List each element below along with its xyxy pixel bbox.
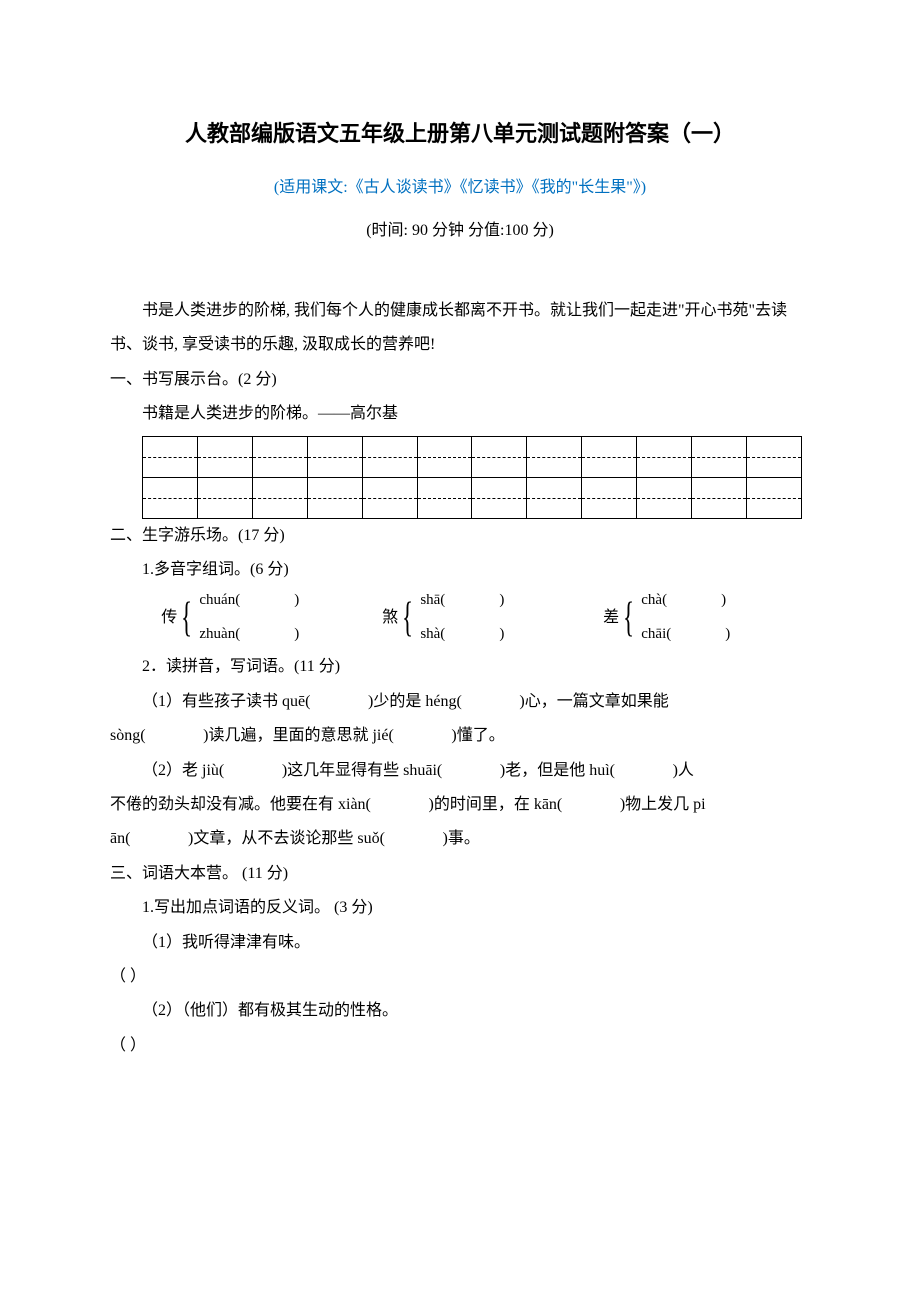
- intro-paragraph: 书是人类进步的阶梯, 我们每个人的健康成长都离不开书。就让我们一起走进"开心书苑…: [110, 294, 810, 363]
- text: )这几年显得有些 shuāi(: [282, 762, 442, 779]
- grid-row: [143, 436, 802, 477]
- q2-item-1-line-1: （1）有些孩子读书 quē( )少的是 héng( )心，一篇文章如果能: [110, 685, 810, 719]
- text: )的时间里，在 kān(: [428, 796, 562, 813]
- page: 人教部编版语文五年级上册第八单元测试题附答案（一） (适用课文:《古人谈读书》《…: [0, 0, 920, 1302]
- section-2-heading: 二、生字游乐场。(17 分): [110, 519, 810, 553]
- text: （1）有些孩子读书 quē(: [142, 693, 310, 710]
- poly-options: chuán() zhuàn(): [199, 591, 299, 644]
- text: )少的是 héng(: [368, 693, 462, 710]
- blank-paren-2: （ ）: [110, 1029, 810, 1063]
- text: )懂了。: [451, 727, 504, 744]
- poly-opt: chāi(): [641, 625, 730, 645]
- text: )老，但是他 huì(: [500, 762, 615, 779]
- text: sòng(: [110, 727, 146, 744]
- section-1-heading: 一、书写展示台。(2 分): [110, 363, 810, 397]
- text: 不倦的劲头却没有减。他要在有 xiàn(: [110, 796, 371, 813]
- writing-grid: [142, 436, 802, 519]
- poly-char: 煞: [382, 601, 398, 635]
- polyphone-set-1: 传 { chuán() zhuàn(): [161, 591, 368, 644]
- polyphone-set-2: 煞 { shā() shà(): [382, 591, 589, 644]
- text: )文章，从不去谈论那些 suǒ(: [188, 830, 385, 847]
- poly-pinyin: shā(: [420, 592, 445, 608]
- poly-opt: shà(): [420, 625, 504, 645]
- s3-q1-item-1: （1）我听得津津有味。: [110, 926, 810, 960]
- text: )读几遍，里面的意思就 jié(: [203, 727, 394, 744]
- section-3-heading: 三、词语大本营。 (11 分): [110, 857, 810, 891]
- polyphone-set-3: 差 { chà() chāi(): [603, 591, 810, 644]
- poly-options: shā() shà(): [420, 591, 504, 644]
- q2-item-2-line-3: ān( )文章，从不去谈论那些 suǒ( )事。: [110, 822, 810, 856]
- section-1-quote: 书籍是人类进步的阶梯。——高尔基: [110, 397, 810, 431]
- section-2-q1: 1.多音字组词。(6 分): [110, 553, 810, 587]
- brace-icon: {: [181, 597, 192, 639]
- poly-char: 差: [603, 601, 619, 635]
- poly-opt: chà(): [641, 591, 730, 611]
- poly-char: 传: [161, 601, 177, 635]
- text: )人: [673, 762, 694, 779]
- text: )心，一篇文章如果能: [519, 693, 668, 710]
- poly-pinyin: chuán(: [199, 592, 240, 608]
- section-2-q2: 2．读拼音，写词语。(11 分): [110, 650, 810, 684]
- text: ān(: [110, 830, 130, 847]
- blank-paren-1: （ ）: [110, 960, 810, 994]
- q2-item-1-line-2: sòng( )读几遍，里面的意思就 jié( )懂了。: [110, 719, 810, 753]
- writing-grid-wrap: [142, 436, 810, 519]
- s3-q1-item-2: （2）（他们）都有极其生动的性格。: [110, 994, 810, 1028]
- poly-pinyin: chāi(: [641, 626, 671, 642]
- poly-pinyin: chà(: [641, 592, 667, 608]
- poly-pinyin: zhuàn(: [199, 626, 240, 642]
- section-3-q1: 1.写出加点词语的反义词。 (3 分): [110, 891, 810, 925]
- grid-row: [143, 477, 802, 518]
- timing-line: (时间: 90 分钟 分值:100 分): [110, 214, 810, 248]
- text: )物上发几 pi: [620, 796, 706, 813]
- poly-opt: shā(): [420, 591, 504, 611]
- q2-item-2-line-1: （2）老 jiù( )这几年显得有些 shuāi( )老，但是他 huì( )人: [110, 754, 810, 788]
- poly-options: chà() chāi(): [641, 591, 730, 644]
- text: )事。: [443, 830, 480, 847]
- text: （2）老 jiù(: [142, 762, 224, 779]
- page-title: 人教部编版语文五年级上册第八单元测试题附答案（一）: [110, 110, 810, 157]
- brace-icon: {: [402, 597, 413, 639]
- q2-item-2-line-2: 不倦的劲头却没有减。他要在有 xiàn( )的时间里，在 kān( )物上发几 pi: [110, 788, 810, 822]
- poly-opt: zhuàn(): [199, 625, 299, 645]
- poly-pinyin: shà(: [420, 626, 445, 642]
- poly-opt: chuán(): [199, 591, 299, 611]
- brace-icon: {: [623, 597, 634, 639]
- subtitle: (适用课文:《古人谈读书》《忆读书》《我的"长生果"》): [110, 171, 810, 205]
- polyphone-row: 传 { chuán() zhuàn() 煞 { shā() shà() 差 { …: [161, 591, 810, 644]
